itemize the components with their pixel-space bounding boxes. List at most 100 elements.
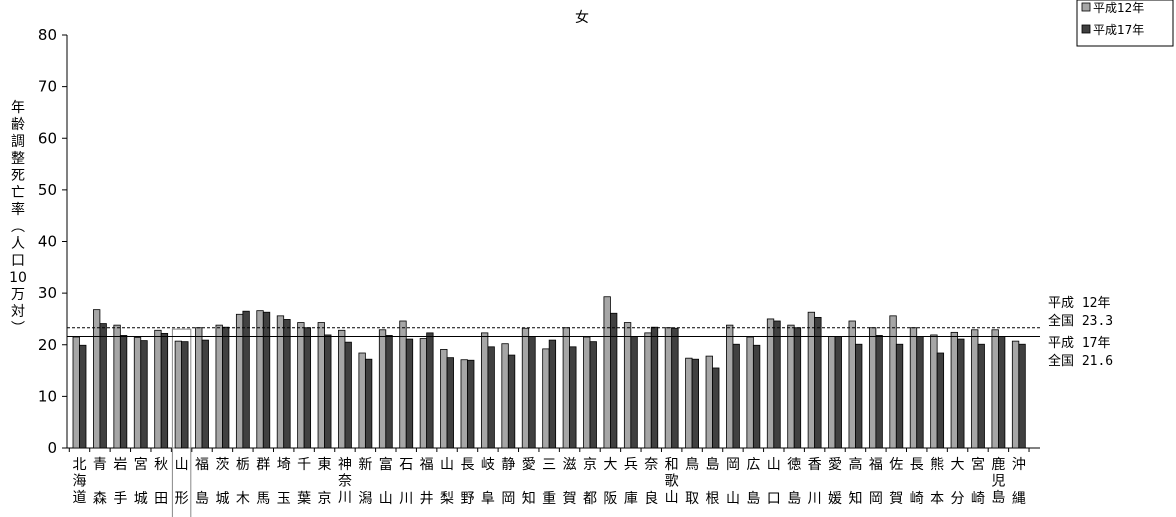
- bar-h12: [72, 336, 80, 449]
- x-tick-label: 鹿児島: [991, 456, 1005, 506]
- bar-h17: [467, 359, 475, 449]
- y-tick-label: 50: [38, 181, 57, 199]
- bar-h12: [685, 357, 693, 449]
- bar-h12: [991, 329, 999, 449]
- x-tick-label: 佐賀: [889, 457, 903, 507]
- bar-h17: [222, 326, 230, 449]
- x-tick-label: 富山: [379, 456, 393, 507]
- x-tick-label: 静岡: [501, 457, 515, 507]
- bar-h12: [807, 311, 816, 449]
- bar-h12: [664, 327, 673, 449]
- bar-h12: [562, 327, 570, 449]
- x-tick-label: 鳥取: [685, 457, 699, 507]
- bar-h17: [1018, 343, 1026, 449]
- bar-h17: [303, 327, 312, 449]
- bar-h17: [650, 326, 659, 449]
- x-tick-label: 愛知: [522, 457, 536, 507]
- x-tick-label: 大分: [951, 457, 965, 507]
- bar-h17: [752, 344, 761, 449]
- y-axis-label-text: 年齢調整死亡率︵人口 10 万対︶: [9, 100, 27, 337]
- x-tick-label: 滋賀: [563, 457, 577, 507]
- x-tick-label: 奈良: [644, 457, 658, 507]
- bar-h17: [936, 352, 945, 449]
- y-tick-label: 20: [38, 336, 57, 354]
- bar-h12: [338, 329, 346, 449]
- bar-h12: [154, 329, 162, 449]
- bar-h12: [868, 327, 877, 449]
- x-tick-label: 千葉: [297, 457, 311, 507]
- bar-h12: [419, 338, 428, 449]
- x-tick-label: 徳島: [787, 457, 801, 507]
- bar-h12: [603, 296, 611, 449]
- bar-h17: [283, 319, 291, 449]
- x-tick-label: 福井: [420, 457, 434, 507]
- bar-h12: [399, 320, 407, 449]
- bar-h12: [848, 320, 856, 449]
- bar-h12: [480, 332, 489, 449]
- bar-h12: [256, 310, 264, 449]
- x-tick-label: 群馬: [256, 457, 270, 507]
- bar-h12: [521, 327, 530, 449]
- x-tick-label: 青森: [93, 457, 107, 507]
- bar-h17: [160, 332, 169, 449]
- y-tick-label: 0: [47, 439, 57, 457]
- bar-h12: [93, 309, 101, 449]
- bar-h17: [834, 336, 842, 449]
- bar-h17: [79, 344, 87, 449]
- bar-h17: [916, 336, 924, 449]
- bar-h12: [1011, 340, 1020, 449]
- bar-h12: [930, 334, 938, 449]
- bar-h12: [705, 355, 713, 449]
- reference-label: 全国 23.3: [1048, 313, 1113, 329]
- reference-label: 平成 17年: [1048, 336, 1110, 351]
- bar-h17: [140, 340, 148, 449]
- x-tick-label: 岐阜: [481, 457, 495, 507]
- reference-label: 全国 21.6: [1048, 353, 1113, 369]
- bar-h17: [977, 343, 985, 449]
- bar-h12: [440, 348, 448, 449]
- bar-h17: [344, 341, 352, 449]
- x-tick-label: 愛媛: [828, 457, 842, 507]
- bar-h17: [405, 338, 414, 449]
- bar-h12: [909, 327, 918, 449]
- x-tick-label: 長崎: [910, 457, 924, 507]
- y-tick-label: 70: [38, 78, 57, 96]
- y-tick-label: 60: [38, 129, 57, 147]
- x-tick-label: 東京: [318, 457, 332, 507]
- bar-h17: [446, 357, 454, 449]
- bar-h17: [426, 332, 434, 449]
- bar-h12: [276, 315, 285, 449]
- bar-h17: [773, 320, 781, 449]
- bar-h17: [998, 336, 1006, 449]
- x-tick-label: 香川: [808, 457, 822, 507]
- chart-title: 女: [575, 9, 589, 26]
- x-tick-label: 山梨: [440, 457, 454, 507]
- bar-h12: [358, 352, 366, 449]
- bar-h17: [610, 312, 618, 449]
- x-tick-label: 岡山: [726, 457, 740, 507]
- x-tick-label: 三重: [542, 457, 556, 507]
- x-tick-label: 宮崎: [971, 457, 985, 507]
- x-tick-label: 山口: [767, 457, 781, 507]
- y-tick-label: 80: [38, 26, 57, 44]
- bar-h17: [201, 339, 209, 449]
- bar-h17: [895, 343, 904, 449]
- bar-h12: [583, 336, 591, 449]
- x-tick-label: 大阪: [603, 457, 617, 507]
- bar-h12: [971, 329, 979, 449]
- x-tick-label: 岩手: [113, 457, 127, 507]
- x-tick-label: 秋田: [154, 457, 168, 507]
- x-tick-label: 新潟: [358, 457, 372, 507]
- bar-h12: [174, 340, 183, 449]
- legend-swatch: [1081, 24, 1091, 34]
- bar-h12: [235, 313, 244, 449]
- x-tick-label: 北海道: [73, 457, 87, 506]
- bar-h12: [460, 359, 468, 449]
- x-tick-label: 熊本: [930, 457, 944, 507]
- x-tick-label: 神奈川: [338, 457, 352, 506]
- x-tick-label: 埼玉: [277, 457, 291, 507]
- bar-h17: [691, 358, 699, 449]
